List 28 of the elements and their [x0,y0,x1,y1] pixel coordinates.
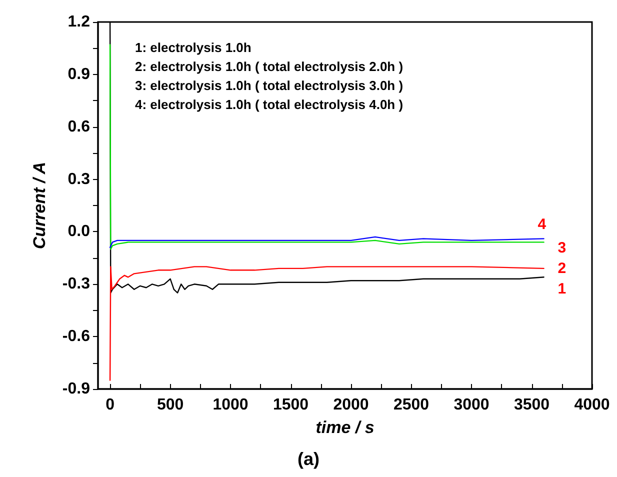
x-tick-label: 2000 [333,396,369,414]
y-tick-label: -0.6 [62,328,90,346]
y-tick-label: -0.9 [62,380,90,398]
x-tick-label: 4000 [574,396,610,414]
x-tick-label: 500 [156,396,184,414]
x-tick-label: 0 [106,396,115,414]
y-axis-title: Current / A [30,162,49,250]
x-tick-label: 1000 [212,396,248,414]
text: (a) [298,449,320,469]
y-tick-label: 0.3 [68,170,90,188]
x-tick-label: 3000 [454,396,490,414]
line-series [109,236,544,248]
line-series [109,44,544,250]
y-tick-label: 0.6 [68,118,90,136]
y-tick-label: 0.9 [68,66,90,83]
y-tick-label: 1.2 [68,14,90,30]
series-label: 1 [558,280,566,298]
x-tick-label: 2500 [393,396,430,414]
series-label: 4 [538,216,547,234]
series-label: 2 [558,260,566,277]
y-tick-label: -0.3 [62,276,90,293]
series-label: 3 [558,240,566,257]
x-tick-label: 1500 [272,396,309,414]
line-series [109,266,544,381]
x-tick-label: 3500 [514,396,550,414]
x-axis-title: time / s [316,418,374,437]
y-tick-label: 0.0 [68,223,90,240]
annotation: 1: electrolysis 1.0h 2: electrolysis 1.0h ( total electrolysis 2.0h ) 3: electrolysis 1.0h ( total electrolysis 3.0h ) 4: electrolysis 1.0h ( total electrolysis 4.0h ) [135,40,404,112]
